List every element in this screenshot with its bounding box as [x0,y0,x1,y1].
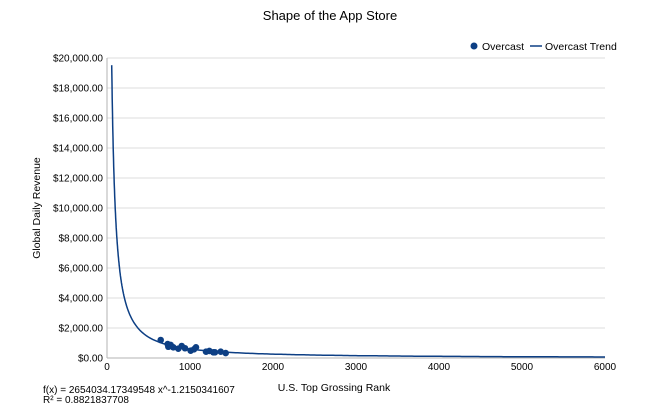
legend-label-trend: Overcast Trend [545,41,617,53]
y-tick-label: $2,000.00 [59,324,104,335]
data-point [211,349,219,356]
y-tick-labels: $0.00 $2,000.00 $4,000.00 $6,000.00 $8,000.0… [53,54,103,365]
x-tick-label: 0 [104,362,110,373]
data-point [222,349,229,357]
y-tick-label: $12,000.00 [53,174,103,185]
y-tick-label: $0.00 [78,354,103,365]
x-tick-label: 5000 [511,362,534,373]
data-point [170,344,177,351]
data-point [157,336,165,344]
y-tick-label: $18,000.00 [53,84,103,95]
grid [106,57,605,359]
y-tick-label: $6,000.00 [59,264,104,275]
chart-title: Shape of the App Store [263,8,397,23]
trend-r-squared: R² = 0.8821837708 [43,395,129,406]
trend-equation: f(x) = 2654034.17349548 x^-1.2150341607 [43,385,235,396]
x-tick-label: 2000 [262,362,285,373]
legend: Overcast Overcast Trend [470,41,617,53]
x-tick-label: 1000 [179,362,202,373]
x-axis-label: U.S. Top Grossing Rank [278,382,391,394]
y-tick-label: $14,000.00 [53,144,103,155]
y-tick-label: $8,000.00 [59,234,104,245]
legend-label-overcast: Overcast [482,41,524,53]
legend-marker-overcast [470,42,478,50]
y-tick-label: $4,000.00 [59,294,104,305]
y-axis-label: Global Daily Revenue [31,157,43,259]
data-point [192,344,200,351]
data-point [181,344,189,352]
y-tick-label: $16,000.00 [53,114,103,125]
y-tick-label: $20,000.00 [53,54,103,65]
x-tick-label: 4000 [428,362,451,373]
data-points [157,336,229,357]
x-tick-label: 6000 [594,362,617,373]
data-point [217,348,225,356]
x-tick-labels: 0 1000 2000 3000 4000 5000 6000 [104,362,616,373]
trend-line [110,65,605,358]
x-tick-label: 3000 [345,362,368,373]
y-tick-label: $10,000.00 [53,204,103,215]
